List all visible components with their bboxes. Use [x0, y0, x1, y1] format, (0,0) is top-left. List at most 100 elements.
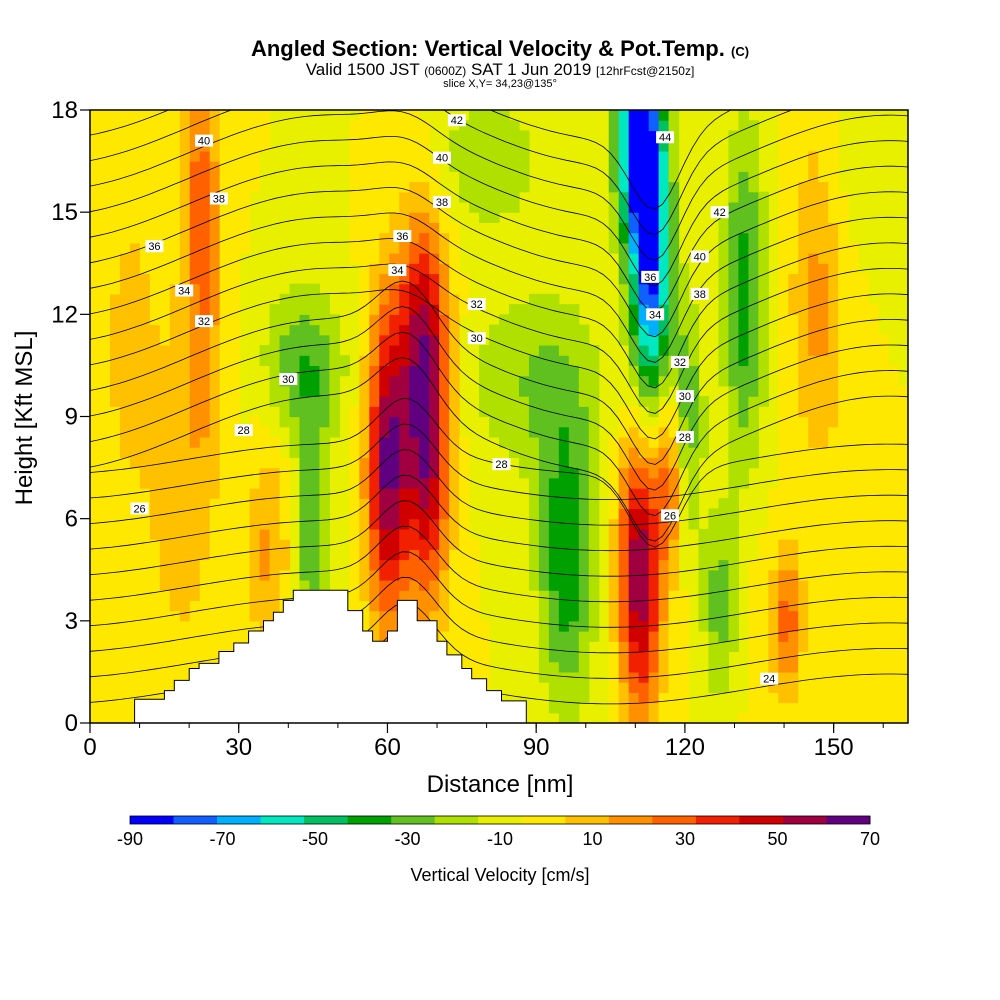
velocity-cell — [568, 447, 580, 458]
velocity-cell — [239, 508, 251, 520]
velocity-cell — [718, 324, 730, 336]
velocity-cell — [878, 385, 889, 397]
velocity-cell — [578, 528, 590, 540]
velocity-cell — [90, 406, 101, 418]
velocity-cell — [798, 600, 809, 612]
velocity-cell — [219, 559, 231, 571]
velocity-cell — [209, 242, 221, 254]
velocity-cell — [229, 212, 241, 223]
velocity-cell — [359, 396, 370, 407]
velocity-cell — [229, 314, 241, 326]
velocity-cell — [99, 385, 111, 397]
velocity-cell — [279, 579, 291, 591]
velocity-cell — [858, 365, 869, 377]
velocity-cell — [658, 620, 670, 632]
velocity-cell — [109, 488, 121, 499]
velocity-cell — [778, 549, 789, 561]
velocity-cell — [439, 620, 450, 632]
velocity-cell — [189, 539, 201, 550]
velocity-cell — [309, 498, 321, 510]
velocity-cell — [868, 641, 879, 653]
velocity-cell — [648, 682, 660, 693]
velocity-cell — [828, 201, 839, 213]
velocity-cell — [608, 692, 620, 704]
velocity-cell — [768, 528, 779, 540]
velocity-cell — [419, 569, 430, 581]
velocity-cell — [898, 702, 908, 714]
velocity-cell — [528, 539, 540, 550]
velocity-cell — [169, 344, 181, 356]
velocity-cell — [788, 222, 799, 234]
velocity-cell — [199, 324, 211, 336]
velocity-cell — [518, 181, 530, 193]
velocity-cell — [429, 293, 440, 305]
velocity-cell — [668, 610, 680, 622]
velocity-cell — [858, 508, 869, 520]
velocity-cell — [868, 385, 879, 397]
velocity-cell — [848, 682, 859, 693]
velocity-cell — [119, 375, 131, 387]
contour-label-box — [432, 195, 451, 208]
velocity-cell — [588, 355, 600, 367]
velocity-cell — [139, 130, 151, 142]
velocity-cell — [149, 222, 161, 234]
velocity-cell — [99, 682, 111, 693]
velocity-cell — [738, 293, 749, 305]
velocity-cell — [578, 365, 590, 377]
velocity-cell — [548, 477, 560, 489]
velocity-cell — [758, 620, 769, 632]
velocity-cell — [369, 457, 380, 469]
velocity-cell — [888, 671, 899, 683]
velocity-cell — [538, 508, 550, 520]
velocity-cell — [868, 651, 879, 663]
velocity-cell — [409, 436, 420, 448]
velocity-cell — [189, 201, 201, 213]
velocity-cell — [369, 518, 380, 530]
velocity-cell — [878, 436, 889, 448]
velocity-cell — [848, 661, 859, 673]
velocity-cell — [189, 273, 201, 285]
velocity-cell — [479, 641, 490, 653]
velocity-cell — [628, 579, 640, 591]
velocity-cell — [479, 661, 490, 673]
velocity-cell — [658, 457, 670, 469]
velocity-cell — [728, 416, 740, 428]
velocity-cell — [868, 396, 879, 407]
velocity-cell — [439, 488, 450, 499]
velocity-cell — [748, 559, 759, 571]
velocity-cell — [878, 375, 889, 387]
velocity-cell — [628, 488, 640, 499]
velocity-cell — [818, 498, 829, 510]
velocity-cell — [848, 385, 859, 397]
velocity-cell — [229, 569, 241, 581]
velocity-cell — [90, 518, 101, 530]
velocity-cell — [389, 120, 400, 132]
velocity-cell — [429, 273, 440, 285]
velocity-cell — [489, 201, 500, 213]
velocity-cell — [668, 212, 680, 223]
velocity-cell — [538, 334, 550, 346]
velocity-cell — [169, 375, 181, 387]
velocity-cell — [149, 304, 161, 315]
velocity-cell — [788, 488, 799, 499]
velocity-cell — [798, 508, 809, 520]
colorbar-tick-label: -90 — [117, 829, 143, 849]
velocity-cell — [449, 631, 460, 642]
velocity-cell — [219, 631, 231, 642]
velocity-cell — [858, 539, 869, 550]
velocity-cell — [499, 120, 510, 132]
velocity-cell — [898, 631, 908, 642]
colorbar-swatch — [608, 816, 653, 824]
velocity-cell — [429, 355, 440, 367]
velocity-cell — [359, 242, 370, 254]
velocity-cell — [209, 110, 221, 121]
velocity-cell — [119, 518, 131, 530]
velocity-cell — [169, 130, 181, 142]
velocity-cell — [279, 528, 291, 540]
velocity-cell — [768, 569, 779, 581]
velocity-cell — [139, 610, 151, 622]
velocity-cell — [808, 263, 819, 275]
velocity-cell — [628, 620, 640, 632]
contour-label-text: 42 — [713, 207, 725, 219]
velocity-cell — [778, 242, 789, 254]
